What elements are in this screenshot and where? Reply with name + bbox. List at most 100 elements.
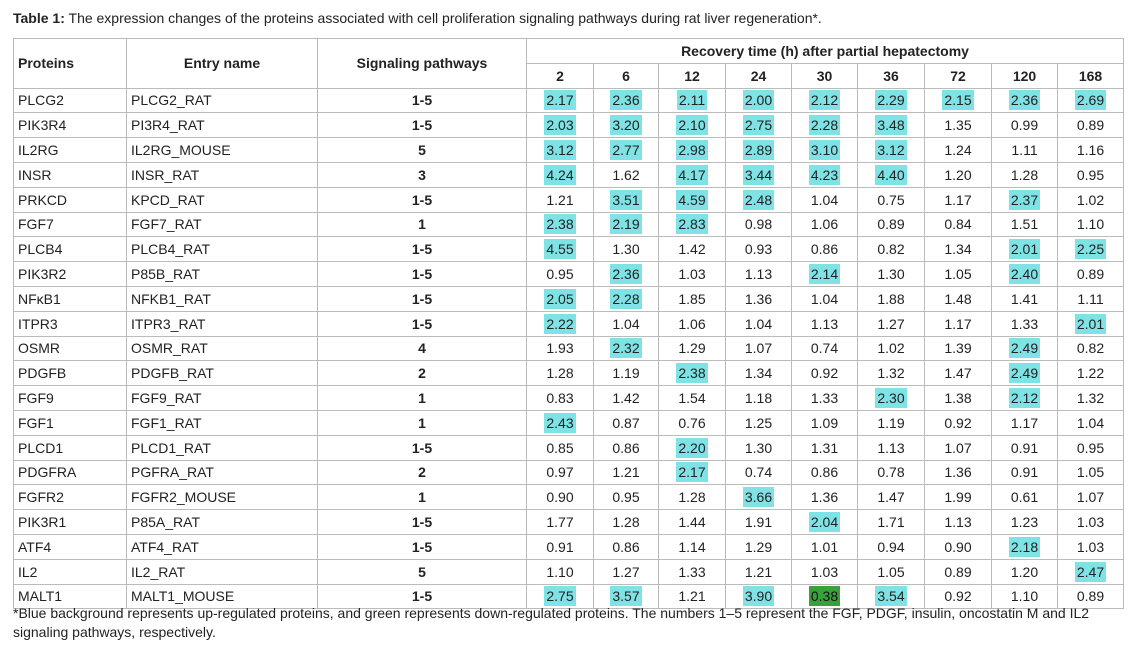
up-regulated-value: 2.05 [544, 288, 576, 309]
value-cell: 1.38 [924, 385, 992, 411]
value-cell: 1.04 [1057, 409, 1124, 436]
table-row: PLCG2 PLCG2_RAT 1-5 2.17 2.36 2.11 2.00 2.12 2.2… [13, 87, 1124, 114]
protein-cell: PDGFRA [13, 459, 127, 486]
value-cell: 1.07 [725, 335, 792, 362]
value-cell: 0.86 [593, 434, 659, 461]
expression-value: 1.33 [810, 390, 839, 407]
expression-value: 0.82 [877, 241, 905, 258]
value-cell: 3.20 [593, 112, 659, 139]
up-regulated-value: 4.55 [544, 239, 576, 260]
value-cell: 1.85 [658, 285, 726, 312]
expression-value: 1.10 [546, 563, 574, 580]
value-cell: 1.36 [725, 285, 792, 312]
expression-value: 0.89 [1076, 588, 1105, 605]
entry-name-cell: ATF4_RAT [126, 533, 318, 560]
table-row: NFκB1 NFKB1_RAT 1-5 2.05 2.28 1.85 1.36 1.04 1.8… [13, 285, 1124, 312]
protein-cell: MALT1 [13, 583, 127, 610]
value-cell: 0.89 [924, 558, 992, 585]
value-cell: 1.11 [991, 137, 1058, 163]
expression-value: 1.54 [678, 390, 706, 407]
expression-value: 0.95 [1076, 166, 1105, 183]
up-regulated-value: 4.17 [676, 164, 708, 185]
value-cell: 2.17 [526, 87, 594, 114]
value-cell: 0.84 [924, 211, 992, 238]
value-cell: 1.20 [991, 558, 1058, 585]
expression-value: 1.27 [612, 563, 640, 580]
expression-value: 1.42 [612, 390, 640, 407]
value-cell: 2.28 [791, 112, 858, 139]
value-cell: 3.54 [857, 583, 925, 610]
value-cell: 1.42 [658, 236, 726, 263]
up-regulated-value: 3.44 [742, 164, 775, 185]
value-cell: 1.28 [658, 484, 726, 511]
table-row: INSR INSR_RAT 3 4.24 1.62 4.17 3.44 4.23 4.40 1.2… [13, 161, 1124, 188]
table-row: PRKCD KPCD_RAT 1-5 1.21 3.51 4.59 2.48 1.04 0.75… [13, 186, 1124, 213]
expression-value: 1.30 [877, 266, 905, 283]
up-regulated-value: 4.59 [676, 189, 708, 210]
expression-value: 1.21 [546, 191, 574, 208]
expression-value: 0.89 [1076, 266, 1105, 283]
value-cell: 1.31 [791, 434, 858, 461]
value-cell: 2.40 [991, 261, 1058, 287]
table-row: IL2RG IL2RG_MOUSE 5 3.12 2.77 2.98 2.89 3.10 3.1… [13, 137, 1124, 163]
up-regulated-value: 2.29 [875, 90, 907, 111]
up-regulated-value: 2.77 [610, 140, 642, 161]
expression-value: 0.94 [877, 538, 905, 555]
value-cell: 2.03 [526, 112, 594, 139]
expression-value: 1.21 [744, 563, 773, 580]
table-caption: Table 1: The expression changes of the p… [13, 10, 822, 26]
expression-value: 1.30 [612, 241, 640, 258]
up-regulated-value: 2.36 [610, 90, 642, 111]
value-cell: 3.10 [791, 137, 858, 163]
value-cell: 1.02 [1057, 186, 1124, 213]
entry-name-cell: P85A_RAT [126, 509, 318, 535]
expression-value: 1.04 [1076, 414, 1105, 431]
value-cell: 1.10 [991, 583, 1058, 610]
expression-value: 1.14 [678, 538, 706, 555]
table-row: OSMR OSMR_RAT 4 1.93 2.32 1.29 1.07 0.74 1.02 1.3… [13, 335, 1124, 362]
value-cell: 1.62 [593, 161, 659, 188]
caption-label: Table 1: [13, 10, 65, 26]
entry-name-cell: PLCB4_RAT [126, 236, 318, 263]
value-cell: 1.93 [526, 335, 594, 362]
up-regulated-value: 2.69 [1074, 90, 1107, 111]
value-cell: 1.24 [924, 137, 992, 163]
expression-value: 1.11 [1011, 142, 1038, 159]
value-cell: 1.34 [924, 236, 992, 263]
protein-cell: FGF9 [13, 385, 127, 411]
value-cell: 1.23 [991, 509, 1058, 535]
expression-value: 1.07 [944, 439, 972, 456]
value-cell: 1.14 [658, 533, 726, 560]
header-time: 36 [857, 62, 925, 89]
value-cell: 1.36 [791, 484, 858, 511]
expression-value: 1.01 [810, 538, 839, 555]
up-regulated-value: 3.48 [875, 115, 907, 136]
value-cell: 1.22 [1057, 360, 1124, 387]
value-cell: 2.04 [791, 509, 858, 535]
pathway-cell: 1 [317, 385, 527, 411]
value-cell: 0.89 [857, 211, 925, 238]
expression-value: 1.04 [744, 315, 773, 332]
value-cell: 4.23 [791, 161, 858, 188]
header-time: 12 [658, 62, 726, 89]
up-regulated-value: 3.90 [742, 586, 775, 607]
expression-value: 1.47 [944, 365, 972, 382]
header-time: 30 [791, 62, 858, 89]
pathway-cell: 1-5 [317, 186, 527, 213]
pathway-cell: 4 [317, 335, 527, 362]
entry-name-cell: KPCD_RAT [126, 186, 318, 213]
header-row-1: Proteins Entry name Signaling pathways R… [13, 38, 1124, 89]
expression-value: 1.62 [612, 166, 640, 183]
value-cell: 0.78 [857, 459, 925, 486]
value-cell: 1.17 [924, 310, 992, 337]
value-cell: 1.07 [1057, 484, 1124, 511]
header-signaling-pathways: Signaling pathways [317, 38, 527, 89]
expression-value: 1.25 [744, 414, 773, 431]
value-cell: 1.91 [725, 509, 792, 535]
expression-value: 1.04 [612, 315, 640, 332]
value-cell: 2.22 [526, 310, 594, 337]
up-regulated-value: 4.40 [875, 164, 907, 185]
up-regulated-value: 2.83 [676, 214, 708, 235]
protein-cell: ATF4 [13, 533, 127, 560]
table-row: ATF4 ATF4_RAT 1-5 0.91 0.86 1.14 1.29 1.01 0.94 0… [13, 533, 1124, 560]
